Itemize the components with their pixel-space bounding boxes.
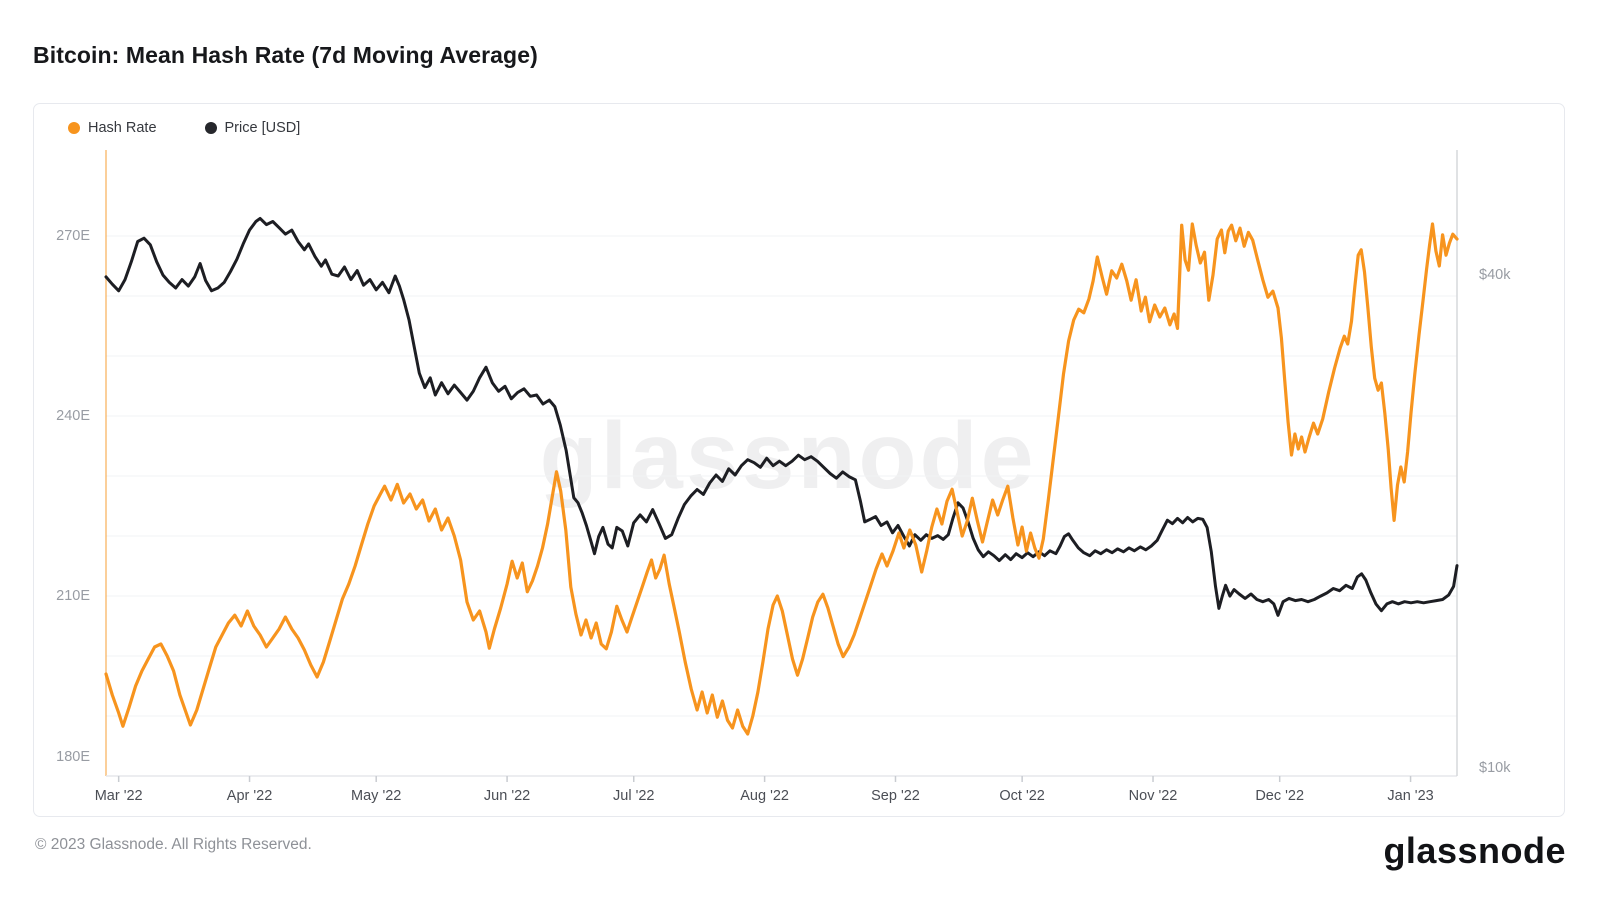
legend-item-price-usd[interactable]: Price [USD] xyxy=(204,120,301,136)
legend: Hash Rate Price [USD] xyxy=(68,120,300,136)
series-line-hash-rate xyxy=(104,222,1459,736)
x-tick-label: Mar '22 xyxy=(95,788,143,804)
x-tick-label: Nov '22 xyxy=(1129,788,1178,804)
watermark: glassnode xyxy=(540,403,1037,509)
series-line-price-usd xyxy=(104,216,1459,617)
x-tick-label: Jan '23 xyxy=(1387,788,1433,804)
legend-dot-icon xyxy=(68,122,80,134)
left-axis-label: 240E xyxy=(56,408,90,424)
x-tick-label: Jun '22 xyxy=(484,788,530,804)
x-tick-label: Dec '22 xyxy=(1255,788,1304,804)
x-tick-label: Jul '22 xyxy=(613,788,654,804)
chart-card xyxy=(33,103,1565,817)
right-axis-label: $10k xyxy=(1479,760,1511,776)
legend-dot-icon xyxy=(204,122,217,134)
glassnode-logo: glassnode xyxy=(1383,830,1566,871)
legend-item-hash-rate[interactable]: Hash Rate xyxy=(68,120,157,136)
x-tick-label: Apr '22 xyxy=(227,788,273,804)
left-axis-label: 210E xyxy=(56,588,90,604)
legend-item-label: Price [USD] xyxy=(224,120,301,136)
chart-title: Bitcoin: Mean Hash Rate (7d Moving Avera… xyxy=(33,42,538,68)
right-axis-label: $40k xyxy=(1479,267,1511,283)
legend-item-label: Hash Rate xyxy=(88,120,157,136)
footer-copyright: © 2023 Glassnode. All Rights Reserved. xyxy=(35,836,312,853)
x-tick-label: Aug '22 xyxy=(740,788,789,804)
x-tick-label: May '22 xyxy=(351,788,401,804)
left-axis-label: 180E xyxy=(56,749,90,765)
x-tick-label: Oct '22 xyxy=(999,788,1044,804)
x-tick-label: Sep '22 xyxy=(871,788,920,804)
left-axis-label: 270E xyxy=(56,228,90,244)
